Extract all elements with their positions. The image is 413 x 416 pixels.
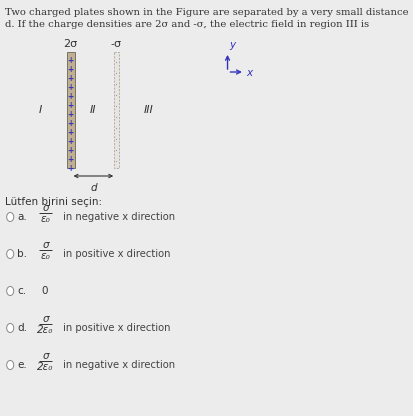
Text: -σ: -σ	[111, 39, 121, 49]
Text: 0: 0	[42, 286, 48, 296]
Text: d.: d.	[17, 323, 27, 333]
Text: x: x	[246, 68, 252, 78]
Text: +: +	[67, 164, 74, 173]
Text: σ: σ	[42, 240, 49, 250]
Text: ·: ·	[115, 113, 118, 123]
Text: e.: e.	[17, 360, 27, 370]
Circle shape	[7, 361, 14, 369]
Text: ·: ·	[115, 80, 118, 90]
Text: +: +	[67, 56, 74, 65]
Bar	[66, 52, 74, 168]
Text: ε₀: ε₀	[40, 214, 50, 224]
Text: +: +	[67, 101, 74, 110]
Text: +: +	[67, 137, 74, 146]
Circle shape	[7, 213, 14, 221]
Text: +: +	[67, 155, 74, 164]
Text: y: y	[229, 40, 235, 50]
Text: σ: σ	[42, 314, 49, 324]
Text: I: I	[39, 105, 43, 115]
Text: d. If the charge densities are 2σ and -σ, the electric field in region III is: d. If the charge densities are 2σ and -σ…	[5, 20, 370, 29]
Bar	[114, 52, 119, 168]
Text: ε₀: ε₀	[40, 251, 50, 261]
Text: +: +	[67, 92, 74, 101]
Text: ·: ·	[115, 102, 118, 112]
Text: a.: a.	[17, 212, 27, 222]
Text: ·: ·	[115, 69, 118, 79]
Text: +: +	[67, 128, 74, 137]
Text: +: +	[67, 119, 74, 128]
Circle shape	[7, 324, 14, 332]
Text: ·: ·	[115, 146, 118, 156]
Text: ·: ·	[115, 124, 118, 134]
Text: in negative x direction: in negative x direction	[63, 212, 175, 222]
Text: b.: b.	[17, 249, 27, 259]
Text: in positive x direction: in positive x direction	[63, 323, 170, 333]
Text: III: III	[144, 105, 154, 115]
Text: c.: c.	[17, 286, 26, 296]
Text: Lütfen birini seçin:: Lütfen birini seçin:	[5, 197, 102, 207]
Circle shape	[7, 250, 14, 258]
Text: +: +	[67, 146, 74, 155]
Text: 2ε₀: 2ε₀	[37, 325, 54, 335]
Text: in negative x direction: in negative x direction	[63, 360, 175, 370]
Text: in positive x direction: in positive x direction	[63, 249, 170, 259]
Text: ·: ·	[115, 135, 118, 145]
Text: σ: σ	[42, 203, 49, 213]
Text: +: +	[67, 83, 74, 92]
Text: ·: ·	[115, 157, 118, 167]
Text: ·: ·	[115, 58, 118, 68]
Text: 2ε₀: 2ε₀	[37, 362, 54, 372]
Text: +: +	[67, 110, 74, 119]
Text: II: II	[90, 105, 97, 115]
Text: ·: ·	[115, 91, 118, 101]
Circle shape	[7, 287, 14, 295]
Text: Two charged plates shown in the Figure are separated by a very small distance: Two charged plates shown in the Figure a…	[5, 8, 409, 17]
Text: +: +	[67, 65, 74, 74]
Text: σ: σ	[42, 351, 49, 361]
Text: +: +	[67, 74, 74, 83]
Text: d: d	[90, 183, 97, 193]
Text: 2σ: 2σ	[64, 39, 78, 49]
